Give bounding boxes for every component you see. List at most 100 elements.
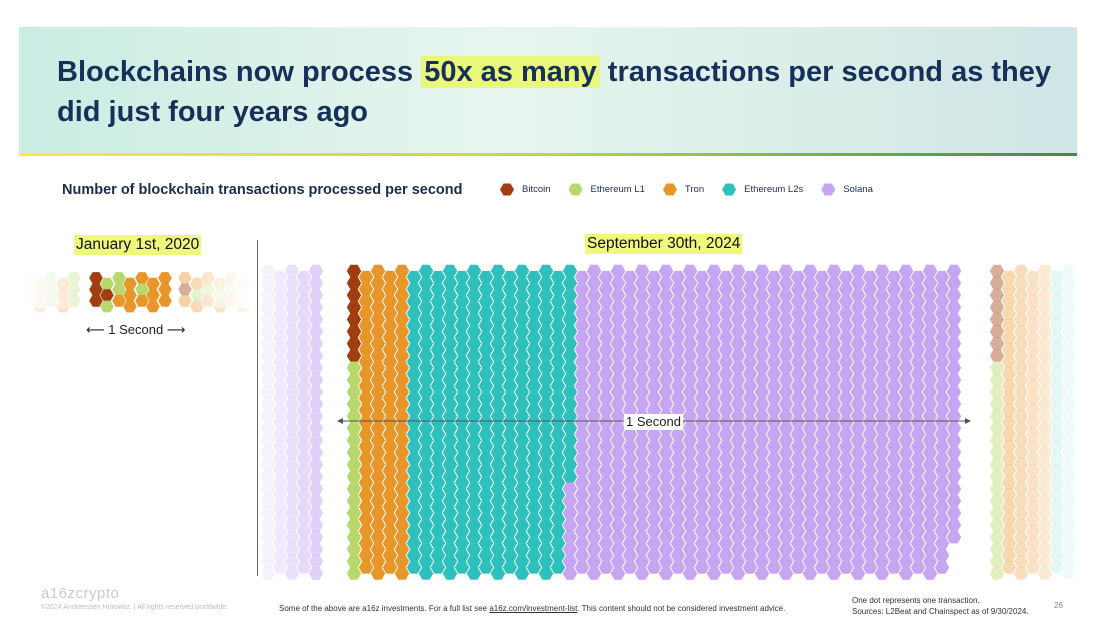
- dot-2024-ethereum-l2s: [430, 488, 446, 502]
- dot-2024-solana: [610, 276, 626, 290]
- dot-2024-solana: [586, 567, 602, 580]
- legend-label-bitcoin: Bitcoin: [522, 184, 551, 195]
- dot-2024-tron: [370, 543, 386, 556]
- dot-2024-faded-tron: [1001, 403, 1017, 417]
- dot-2024-tron: [394, 313, 410, 326]
- dot-2024-ethereum-l2s: [478, 403, 494, 417]
- dot-2024-tron: [358, 476, 374, 489]
- dot-2024-ethereum-l2s: [466, 361, 482, 375]
- dot-2024-solana: [886, 282, 902, 296]
- legend-item-tron: Tron: [662, 183, 704, 196]
- dot-2024-faded-tron: [1025, 512, 1041, 526]
- dot-2024-solana: [574, 270, 590, 284]
- dot-2024-ethereum-l2s: [550, 476, 566, 489]
- dot-2024-solana: [658, 518, 674, 532]
- dot-2024-faded-solana: [296, 416, 312, 429]
- dot-2024-ethereum-l2s: [418, 301, 434, 314]
- dot-2020-tron: [146, 277, 160, 290]
- dot-2024-solana: [850, 373, 866, 387]
- dot-2024-solana: [850, 361, 866, 375]
- dot-2024-solana: [706, 264, 722, 278]
- dot-2024-tron: [370, 313, 386, 326]
- dot-2024-faded-tron: [1001, 331, 1017, 344]
- dot-2024-ethereum-l2s: [490, 313, 506, 326]
- dot-2024-solana: [850, 264, 866, 278]
- dot-2024-faded-ethereum-l1: [989, 458, 1005, 471]
- dot-2024-solana: [730, 397, 746, 411]
- dot-2024-ethereum-l2s: [550, 549, 566, 562]
- dot-2024-solana: [574, 343, 590, 356]
- dot-2024-ethereum-l2s: [466, 422, 482, 435]
- dot-2024-faded-solana: [284, 543, 300, 556]
- dot-2024-ethereum-l2s: [490, 458, 506, 471]
- dot-2024-faded-solana: [296, 343, 312, 356]
- dot-2024-solana: [766, 295, 782, 308]
- dot-2024-faded-solana: [272, 295, 288, 308]
- dot-2024-ethereum-l2s: [454, 452, 470, 465]
- dot-2024-ethereum-l2s: [514, 337, 530, 350]
- dot-2024-solana: [718, 416, 734, 429]
- dot-2024-tron: [382, 403, 398, 417]
- dot-2024-faded-solana: [296, 549, 312, 562]
- dot-2024-solana: [658, 482, 674, 496]
- dot-2024-ethereum-l2s: [418, 361, 434, 375]
- dot-2024-solana: [694, 355, 710, 368]
- dot-2024-faded-tron: [1013, 301, 1029, 314]
- dot-2024-ethereum-l2s: [538, 518, 554, 532]
- dot-2024-ethereum-l2s: [550, 331, 566, 344]
- dot-2024-tron: [382, 270, 398, 284]
- dot-2024-ethereum-l2s: [562, 446, 578, 459]
- dot-2024-solana: [850, 446, 866, 459]
- dot-2024-solana: [934, 270, 950, 284]
- dot-2024-solana: [922, 470, 938, 483]
- dot-2024-solana: [742, 331, 758, 344]
- dot-2024-solana: [634, 518, 650, 532]
- dot-2024-faded-tron: [1013, 422, 1029, 435]
- dot-2024-faded-solana: [308, 397, 324, 411]
- source-note: One dot represents one transaction. Sour…: [852, 595, 1029, 617]
- dot-2024-solana: [874, 397, 890, 411]
- dot-2024-solana: [838, 488, 854, 502]
- dot-2024-solana: [670, 488, 686, 502]
- dot-2024-solana: [646, 295, 662, 308]
- dot-2024-ethereum-l2s: [466, 264, 482, 278]
- dot-2024-solana: [658, 397, 674, 411]
- dot-2024-ethereum-l2s: [478, 428, 494, 441]
- dot-2024-solana: [694, 488, 710, 502]
- dot-2024-ethereum-l2s: [406, 403, 422, 417]
- dot-2020-ethereum-l1: [112, 283, 126, 296]
- dot-2024-tron: [382, 343, 398, 356]
- dot-2024-solana: [706, 409, 722, 423]
- dot-2024-solana: [658, 313, 674, 326]
- dot-2024-solana: [694, 464, 710, 477]
- dot-2024-solana: [886, 428, 902, 441]
- dot-2024-solana: [634, 494, 650, 508]
- dot-2024-faded-solana: [296, 464, 312, 477]
- dot-2024-solana: [706, 397, 722, 411]
- dot-2024-ethereum-l2s: [466, 446, 482, 459]
- dot-2024-ethereum-l2s: [562, 385, 578, 399]
- investment-list-link[interactable]: a16z.com/investment-list: [489, 604, 578, 613]
- dot-2020-ethereum-l1: [100, 300, 114, 313]
- dot-2024-faded-tron: [1025, 270, 1041, 284]
- dot-2024-faded-ethereum-l1: [989, 555, 1005, 568]
- dot-2024-solana: [778, 313, 794, 326]
- dot-2024-faded-tron: [1013, 446, 1029, 459]
- dot-2024-faded-bitcoin: [989, 276, 1005, 290]
- dot-2024-solana: [766, 355, 782, 368]
- dot-2024-solana: [562, 555, 578, 568]
- dot-2024-solana: [862, 512, 878, 526]
- dot-2024-solana: [934, 537, 950, 550]
- dot-2024-ethereum-l2s: [538, 555, 554, 568]
- dot-2024-faded-tron: [1025, 488, 1041, 502]
- dot-2024-ethereum-l2s: [466, 494, 482, 508]
- dot-2024-solana: [634, 385, 650, 399]
- dot-2024-tron: [394, 458, 410, 471]
- dot-2024-tron: [358, 561, 374, 574]
- dot-2024-ethereum-l2s: [538, 264, 554, 278]
- dot-2024-ethereum-l2s: [406, 307, 422, 320]
- dot-2024-faded-tron: [1013, 530, 1029, 544]
- dot-2024-solana: [646, 440, 662, 453]
- dot-2024-faded-solana: [260, 264, 276, 278]
- dot-2024-solana: [682, 446, 698, 459]
